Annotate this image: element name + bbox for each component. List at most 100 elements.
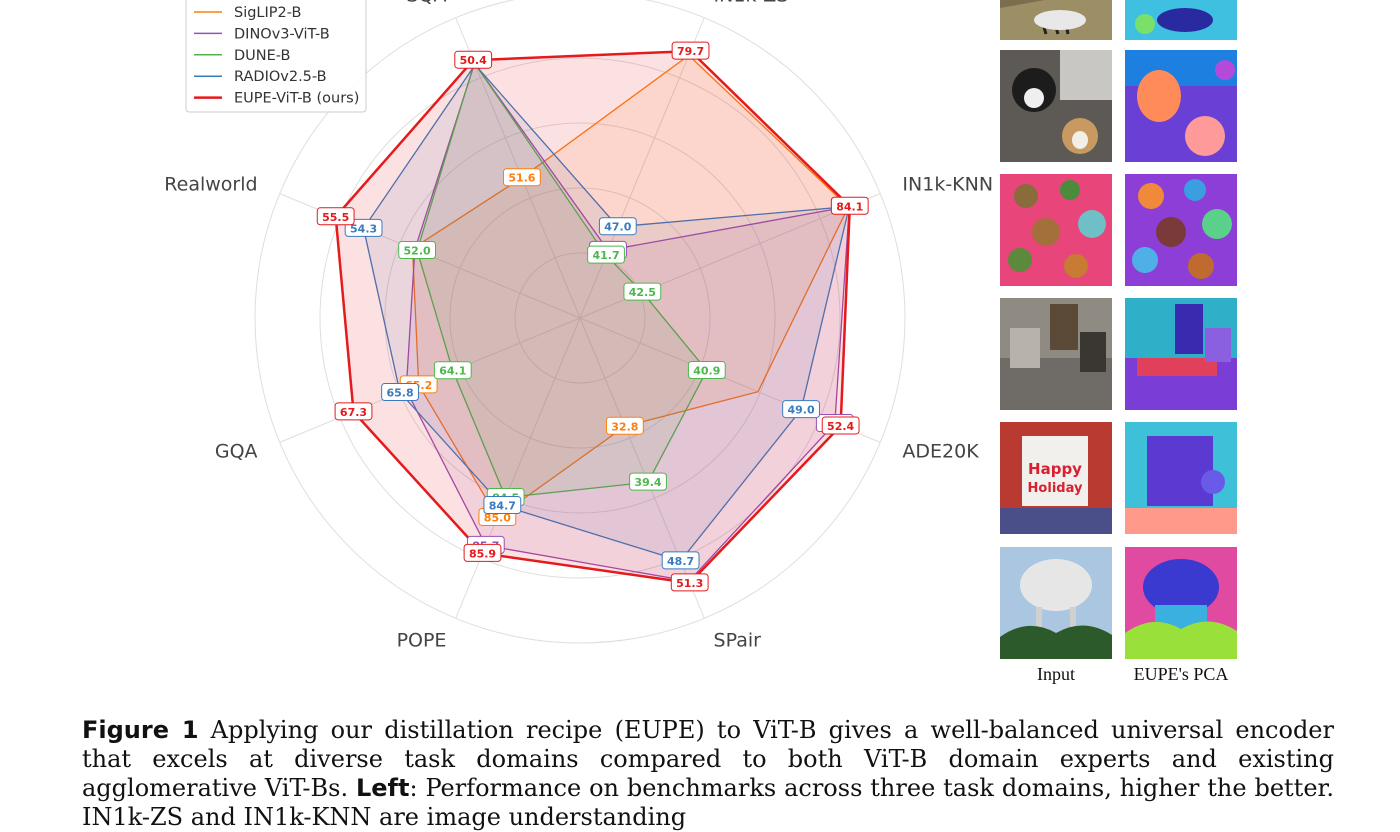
data-label: 52.4	[821, 416, 860, 435]
caption-left-label: Left	[355, 774, 410, 802]
figure-label: Figure 1	[82, 716, 199, 744]
svg-text:Holiday: Holiday	[1028, 481, 1083, 496]
grid-ring	[449, 187, 711, 449]
data-label-box	[671, 41, 710, 60]
data-label-box	[344, 218, 383, 237]
pca-image-food	[1125, 174, 1237, 286]
grid-ring	[514, 252, 646, 384]
data-label-box	[433, 361, 472, 380]
data-label-text: 51.6	[508, 172, 535, 185]
data-label-text: 64.1	[439, 365, 466, 378]
grid-spoke	[579, 17, 705, 319]
figure-caption: Figure 1 Applying our distillation recipe…	[82, 716, 1334, 832]
input-image-water-tower	[1000, 547, 1112, 659]
grid-ring	[384, 122, 776, 514]
radar-axis-labels: SQA IN1k-ZS IN1k-KNN ADE20K SPair POPE GQA Real…	[164, 0, 993, 651]
data-label-text: 32.8	[611, 420, 638, 433]
grid-spoke	[455, 317, 581, 619]
data-label-box	[598, 217, 637, 236]
axis-label-gqa: GQA	[215, 441, 258, 463]
pca-image-dogs	[1125, 50, 1237, 162]
data-label-text: 48.7	[667, 555, 694, 568]
data-label: 49.0	[782, 400, 820, 419]
pca-image-water-tower	[1125, 547, 1237, 659]
data-label-box	[629, 472, 667, 491]
radar-series-polygons	[334, 49, 852, 585]
data-label: 84.1	[830, 196, 869, 215]
radar-chart: SQA IN1k-ZS IN1k-KNN ADE20K SPair POPE GQA Real…	[164, 0, 993, 651]
data-label-box	[483, 495, 522, 514]
data-label-text: 51.3	[676, 577, 703, 590]
data-label: 40.9	[687, 361, 726, 380]
axis-label-spair: SPair	[714, 629, 762, 651]
data-label: 41.7	[587, 245, 625, 264]
data-label: 42.5	[623, 282, 662, 301]
radar-value-labels: 51.632.885.065.242.651.985.741.742.540.9…	[316, 41, 869, 592]
data-label-text: 84.1	[836, 200, 863, 213]
axis-label-realworld: Realworld	[164, 173, 257, 195]
axis-label-in1k-knn: IN1k-KNN	[902, 173, 993, 195]
data-label-box	[821, 416, 860, 435]
axis-label-sqa: SQA	[406, 0, 446, 7]
data-label-text: 84.7	[489, 499, 516, 512]
legend-box	[185, 0, 367, 113]
data-label: 51.3	[670, 573, 709, 592]
data-label-text: 67.3	[340, 406, 367, 419]
data-label: 84.7	[483, 495, 522, 514]
legend-entry: DINOv3-ViT-B	[234, 26, 330, 42]
data-label-text: 40.9	[693, 365, 720, 378]
input-image-zebra	[1000, 0, 1112, 40]
data-label: 85.9	[463, 543, 502, 562]
data-label-box	[587, 245, 625, 264]
data-label-text: 50.4	[460, 54, 487, 67]
data-label-box	[830, 196, 869, 215]
data-label-box	[381, 383, 419, 402]
data-label-box	[687, 361, 726, 380]
data-label-box	[661, 551, 700, 570]
input-image-dogs	[1000, 50, 1112, 162]
data-label: 79.7	[671, 41, 710, 60]
grid-ring	[254, 0, 906, 644]
data-label-box	[454, 50, 493, 69]
data-label: 67.3	[334, 402, 373, 421]
data-label-box	[502, 168, 541, 187]
data-label-box	[398, 241, 437, 260]
chart-legend: SigLIP2-B DINOv3-ViT-B DUNE-B RADIOv2.5-B EU…	[185, 0, 367, 113]
data-label-text: 47.0	[604, 221, 631, 234]
pca-image-workshop	[1125, 298, 1237, 410]
data-label-box	[782, 400, 820, 419]
data-label-box	[463, 543, 502, 562]
data-label-box	[670, 573, 709, 592]
input-image-workshop	[1000, 298, 1112, 410]
data-label-box	[316, 207, 355, 226]
data-label-text: 42.5	[629, 286, 656, 299]
legend-entry: SigLIP2-B	[234, 5, 301, 21]
svg-text:Happy: Happy	[1028, 460, 1082, 478]
data-label: 48.7	[661, 551, 700, 570]
data-label-text: 52.0	[404, 245, 431, 258]
legend-entry: RADIOv2.5-B	[234, 69, 327, 85]
series-eupe-vit-b-ours--polygon	[334, 49, 852, 585]
data-label: 54.3	[344, 218, 383, 237]
data-label-text: 65.8	[386, 387, 413, 400]
data-label-text: 55.5	[322, 211, 349, 224]
data-label-text: 39.4	[634, 476, 661, 489]
data-label: 47.0	[598, 217, 637, 236]
data-label-box	[623, 282, 662, 301]
caption-text-1: Applying our distillation recipe (EUPE) …	[82, 716, 1334, 802]
data-label-text: 52.4	[827, 420, 854, 433]
data-label-text: 41.7	[592, 249, 619, 262]
data-label: 55.5	[316, 207, 355, 226]
axis-label-pope: POPE	[397, 629, 447, 651]
data-label: 64.1	[433, 361, 472, 380]
pca-image-holiday	[1125, 422, 1237, 534]
input-image-holiday: Happy Holiday	[1000, 422, 1112, 534]
data-label: 32.8	[605, 416, 644, 435]
data-label-text: 49.0	[787, 404, 814, 417]
data-label-text: 79.7	[677, 45, 704, 58]
thumbnail-grid: Happy Holiday Input EUPE's PCA	[1000, 0, 1240, 700]
data-label-text: 54.3	[350, 222, 377, 235]
legend-entry: EUPE-ViT-B (ours)	[234, 91, 359, 107]
legend-entry: DUNE-B	[234, 48, 290, 64]
data-label: 39.4	[629, 472, 667, 491]
